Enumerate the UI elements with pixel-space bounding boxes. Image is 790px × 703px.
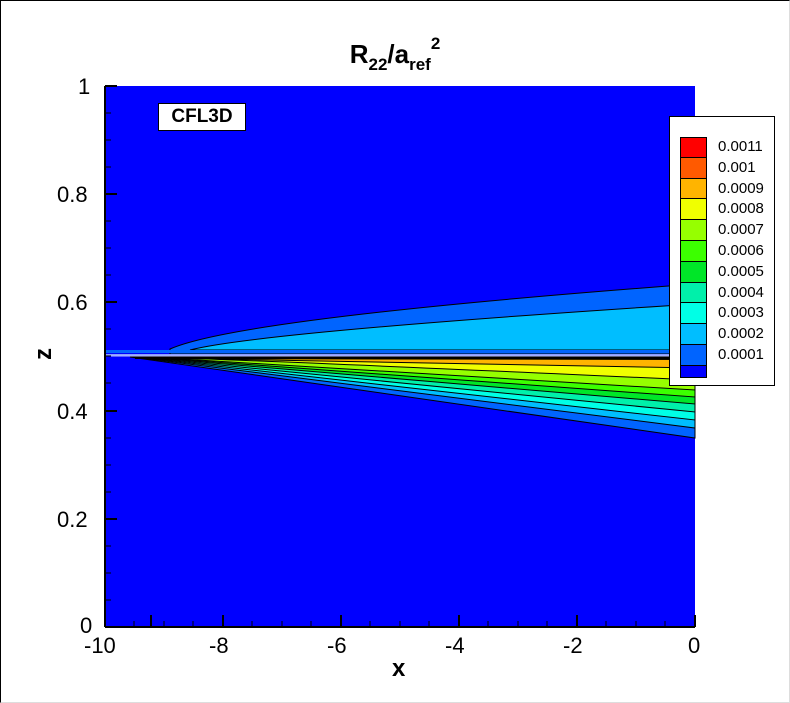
y-tick-label: 0.2: [57, 507, 88, 532]
legend-swatch: [680, 324, 707, 345]
legend-item: 0.0004: [680, 282, 772, 304]
contour-legend: 0.0011 0.001 0.0009 0.0008 0.0007 0.0006…: [669, 116, 775, 386]
legend-item: 0.0005: [680, 261, 772, 283]
x-tick-label: -2: [563, 633, 583, 658]
y-tick-label: 0.4: [57, 399, 88, 424]
legend-label: 0.001: [718, 158, 756, 176]
legend-swatch: [680, 220, 707, 241]
legend-swatch: [680, 137, 707, 158]
legend-item: 0.0007: [680, 220, 772, 241]
legend-label: 0.0008: [718, 200, 764, 218]
legend-label: 0.0001: [718, 346, 764, 363]
y-tick-label: 0.8: [57, 182, 88, 207]
legend-label: 0.0006: [718, 242, 764, 259]
legend-item: 0.0009: [680, 178, 772, 200]
legend-label: 0.0003: [718, 304, 764, 322]
legend-swatch: [680, 345, 707, 366]
legend-item: 0.0011: [680, 137, 772, 158]
y-tick-label: 0.6: [57, 290, 88, 315]
legend-item: 0.0008: [680, 199, 772, 221]
legend-item: 0.001: [680, 157, 772, 179]
legend-item: 0.0003: [680, 303, 772, 325]
legend-label: 0.0005: [718, 262, 764, 280]
legend-swatch: [680, 282, 707, 304]
legend-item: 0.0002: [680, 324, 772, 345]
y-tick-label: 0: [80, 613, 93, 638]
legend-item: 0.0006: [680, 241, 772, 262]
legend-swatch: [680, 199, 707, 221]
x-tick-label: -10: [84, 633, 116, 658]
solver-annotation: CFL3D: [158, 103, 246, 131]
x-tick-label: -8: [209, 633, 229, 658]
legend-swatch: [680, 261, 707, 283]
legend-swatch: [680, 365, 707, 378]
legend-swatch: [680, 178, 707, 200]
x-tick-label: -4: [445, 633, 465, 658]
x-tick-label: -6: [327, 633, 347, 658]
legend-label: 0.0011: [718, 138, 763, 155]
y-axis-title: z: [30, 348, 57, 360]
legend-item: [680, 365, 772, 378]
legend-label: 0.0007: [718, 221, 764, 239]
x-tick-label: 0: [688, 633, 701, 658]
legend-swatch: [680, 157, 707, 179]
chart-title: R22/aref2: [349, 34, 441, 74]
x-axis-title: x: [392, 655, 406, 682]
legend-label: 0.0009: [718, 179, 764, 197]
legend-label: 0.0002: [718, 325, 764, 343]
legend-item: 0.0001: [680, 345, 772, 366]
legend-swatch: [680, 303, 707, 325]
legend-label: 0.0004: [718, 283, 764, 301]
y-tick-label: 1: [78, 74, 91, 99]
legend-swatch: [680, 241, 707, 262]
